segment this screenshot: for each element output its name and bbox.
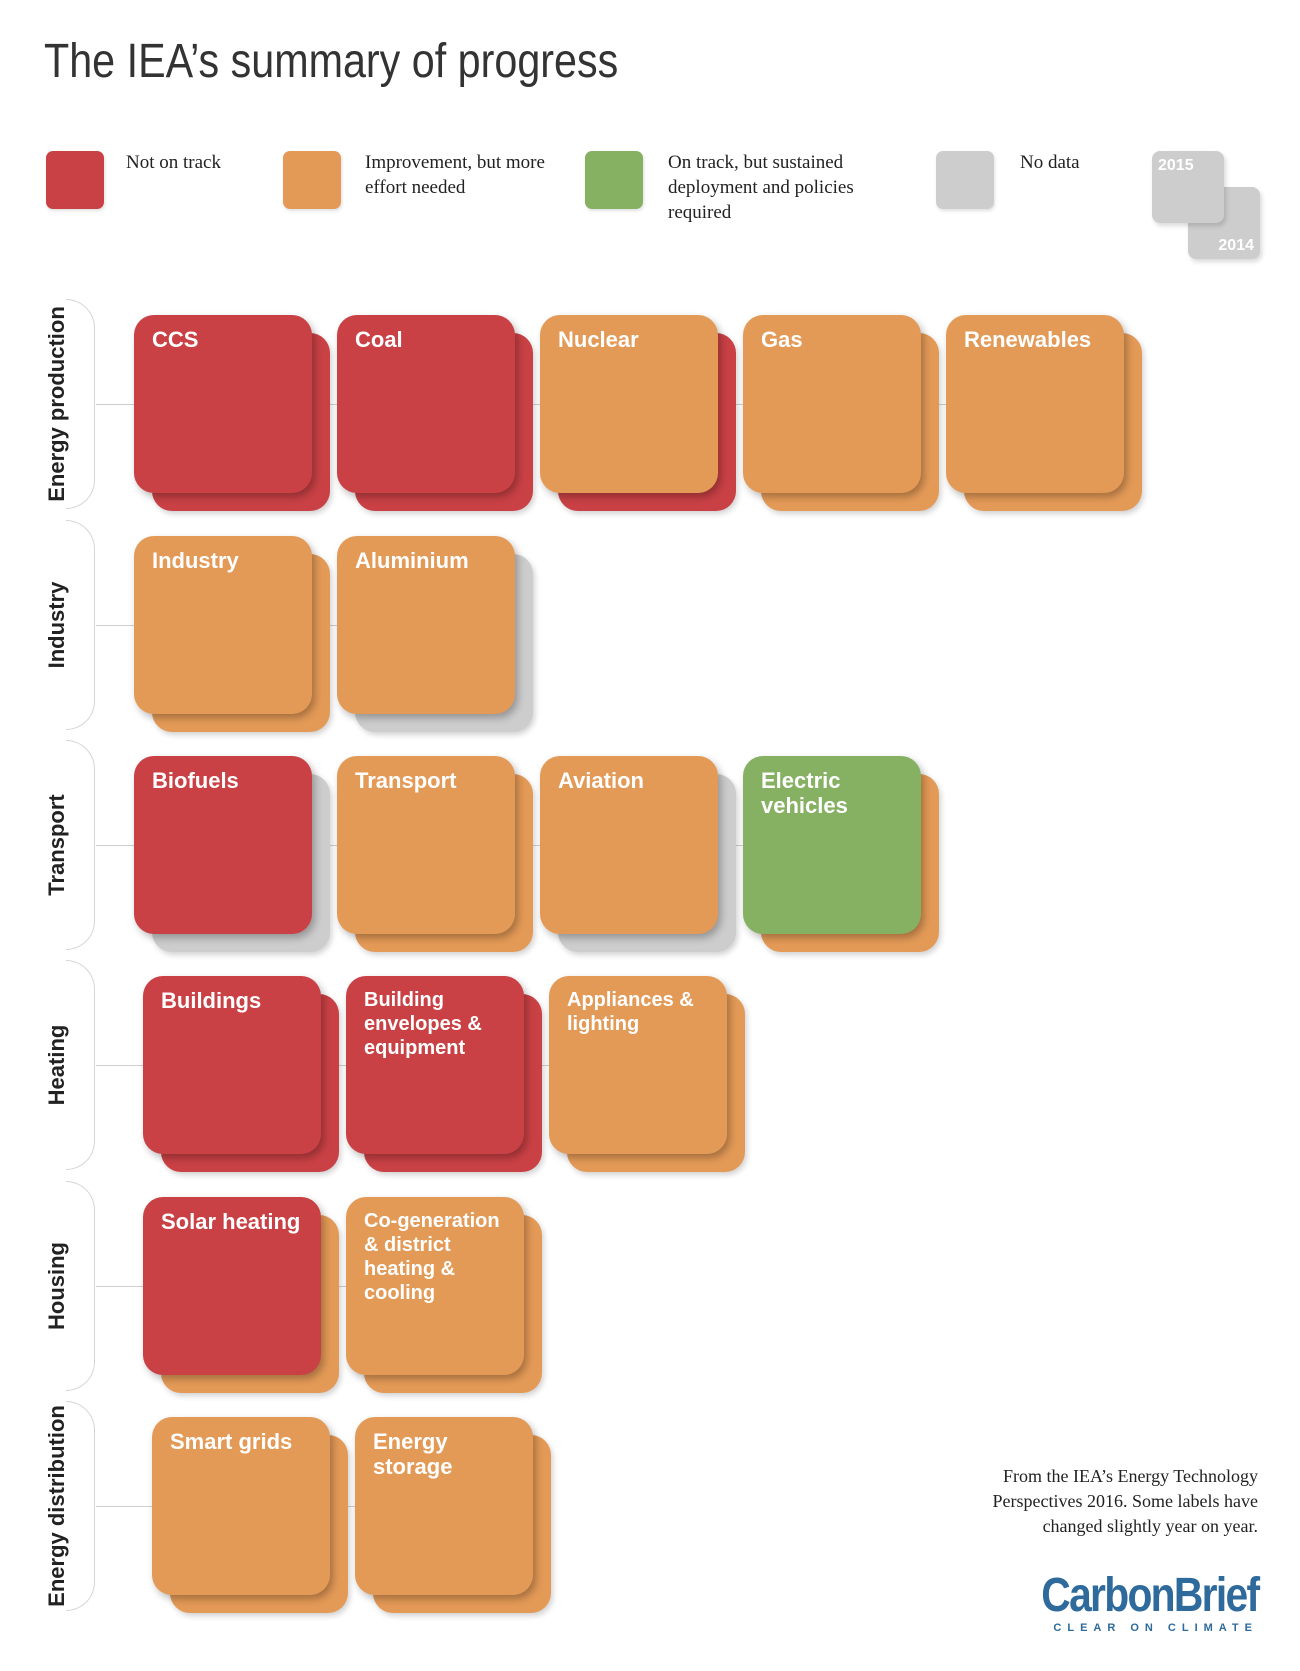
tile-2015-status: Renewables <box>946 315 1124 493</box>
tile-label: Renewables <box>964 327 1092 352</box>
tile-2015-status: Industry <box>134 536 312 714</box>
category-label-text: Housing <box>44 1242 69 1330</box>
tile-2015-status: Biofuels <box>134 756 312 934</box>
tile-label: Electric vehicles <box>761 768 848 818</box>
tile-2015-status: Nuclear <box>540 315 718 493</box>
tile-2015-status: Appliances & lighting <box>549 976 727 1154</box>
year-key-front: 2015 <box>1152 151 1224 223</box>
tile-2015-status: Building envelopes & equipment <box>346 976 524 1154</box>
tile-label: Buildings <box>161 988 262 1013</box>
tile-2015-status: Aviation <box>540 756 718 934</box>
tile-2015-status: Energy storage <box>355 1417 533 1595</box>
year-key-back-label: 2014 <box>1218 237 1254 254</box>
legend-swatch-orange <box>283 151 341 209</box>
tile-2015-status: Smart grids <box>152 1417 330 1595</box>
category-label-text: Energy production <box>44 306 69 502</box>
tile-buildings: Buildings <box>143 976 339 1172</box>
tile-label: Aviation <box>558 768 644 793</box>
tile-label: Coal <box>355 327 403 352</box>
tile-building-envelopes-equipment: Building envelopes & equipment <box>346 976 542 1172</box>
tile-appliances-lighting: Appliances & lighting <box>549 976 745 1172</box>
tile-2015-status: Electric vehicles <box>743 756 921 934</box>
tile-renewables: Renewables <box>946 315 1142 511</box>
tile-2015-status: Buildings <box>143 976 321 1154</box>
tile-transport: Transport <box>337 756 533 952</box>
category-label-text: Industry <box>44 581 69 669</box>
tile-coal: Coal <box>337 315 533 511</box>
tile-label: Co-generation & district heating & cooli… <box>364 1210 500 1304</box>
tile-label: CCS <box>152 327 199 352</box>
tile-industry: Industry <box>134 536 330 732</box>
tile-label: Energy storage <box>373 1429 453 1479</box>
tile-2015-status: Solar heating <box>143 1197 321 1375</box>
tile-label: Nuclear <box>558 327 639 352</box>
tile-smart-grids: Smart grids <box>152 1417 348 1613</box>
tile-label: Gas <box>761 327 803 352</box>
tile-gas: Gas <box>743 315 939 511</box>
legend-label-no-data: No data <box>1020 152 1080 173</box>
tile-2015-status: Coal <box>337 315 515 493</box>
tile-aluminium: Aluminium <box>337 536 533 732</box>
tile-label: Biofuels <box>152 768 239 793</box>
legend-swatch-red <box>46 151 104 209</box>
tile-label: Industry <box>152 548 239 573</box>
carbonbrief-logo: CarbonBrief CLEAR ON CLIMATE <box>1003 1569 1260 1635</box>
tile-label: Appliances & lighting <box>567 989 694 1035</box>
page-title: The IEA’s summary of progress <box>44 35 619 88</box>
tile-biofuels: Biofuels <box>134 756 330 952</box>
tile-ccs: CCS <box>134 315 330 511</box>
tile-nuclear: Nuclear <box>540 315 736 511</box>
legend-swatch-green <box>585 151 643 209</box>
brand-name: CarbonBrief <box>1040 1569 1260 1622</box>
legend-label-not-on-track: Not on track <box>126 152 221 173</box>
category-bracket <box>66 960 95 1170</box>
tile-solar-heating: Solar heating <box>143 1197 339 1393</box>
category-label-text: Energy distribution <box>44 1405 69 1607</box>
category-bracket <box>66 299 95 509</box>
tile-2015-status: Gas <box>743 315 921 493</box>
tile-2015-status: CCS <box>134 315 312 493</box>
legend-swatch-grey <box>936 151 994 209</box>
year-key-front-label: 2015 <box>1158 157 1194 174</box>
tile-2015-status: Transport <box>337 756 515 934</box>
tile-label: Transport <box>355 768 457 793</box>
tile-aviation: Aviation <box>540 756 736 952</box>
category-label-text: Transport <box>44 794 69 896</box>
category-bracket <box>66 520 95 730</box>
brand-tagline: CLEAR ON CLIMATE <box>1053 1622 1258 1634</box>
tile-co-generation-district-heating-cooling: Co-generation & district heating & cooli… <box>346 1197 542 1393</box>
source-note: From the IEA’s Energy Technology Perspec… <box>992 1466 1258 1536</box>
category-bracket <box>66 1181 95 1391</box>
tile-energy-storage: Energy storage <box>355 1417 551 1613</box>
tile-label: Building envelopes & equipment <box>364 989 482 1059</box>
legend-label-improvement: Improvement, but more effort needed <box>365 152 545 198</box>
tile-label: Solar heating <box>161 1209 301 1234</box>
tile-2015-status: Co-generation & district heating & cooli… <box>346 1197 524 1375</box>
tile-2015-status: Aluminium <box>337 536 515 714</box>
legend-label-on-track: On track, but sustained deployment and p… <box>668 152 854 223</box>
category-label-text: Heating <box>44 1024 69 1106</box>
tile-electric-vehicles: Electric vehicles <box>743 756 939 952</box>
tile-label: Smart grids <box>170 1429 293 1454</box>
category-bracket <box>66 1401 95 1611</box>
tile-label: Aluminium <box>355 548 469 573</box>
category-bracket <box>66 740 95 950</box>
